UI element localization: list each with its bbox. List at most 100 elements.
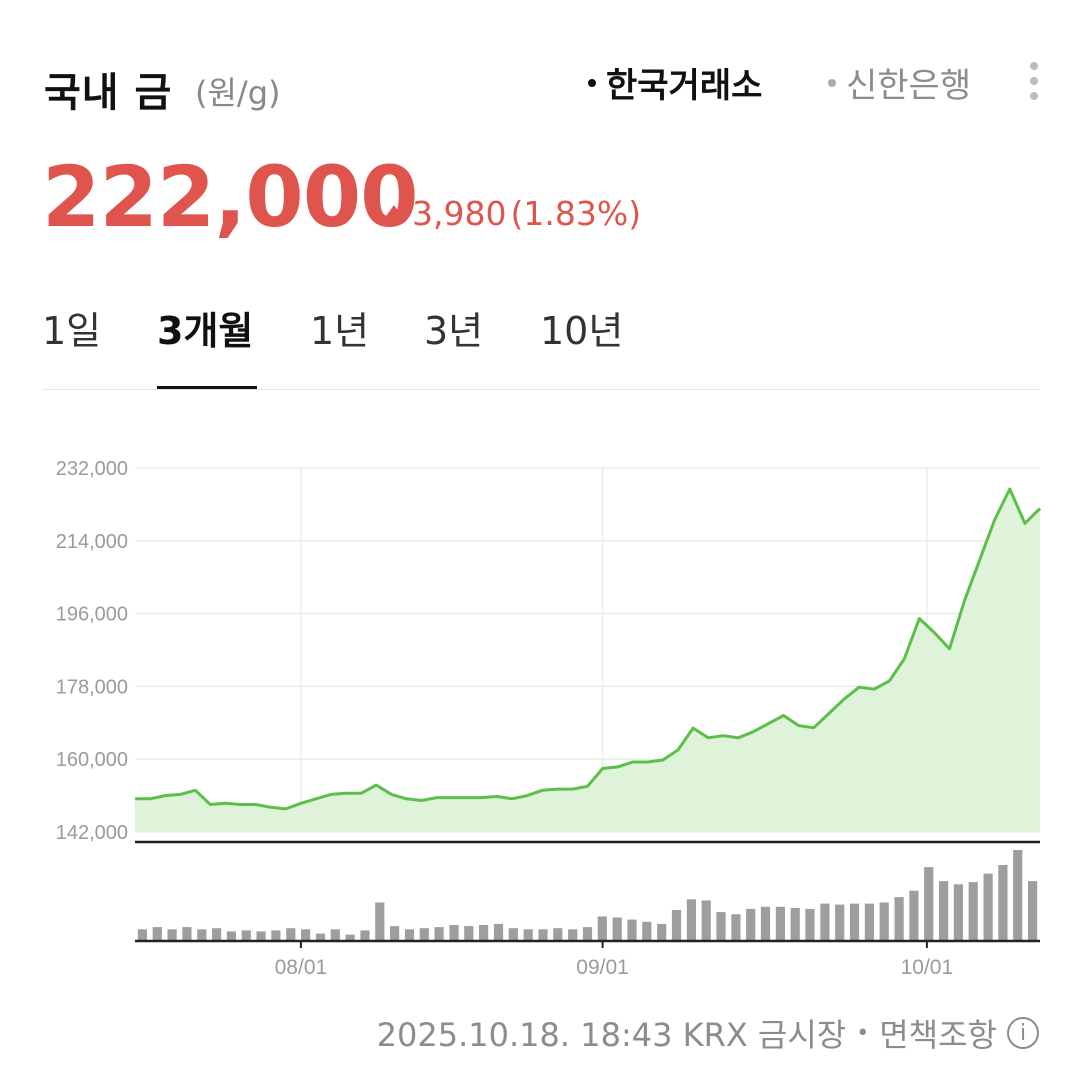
change-percent: (1.83%): [510, 194, 642, 233]
volume-bar: [746, 908, 756, 940]
volume-bar: [642, 921, 652, 940]
footer: 2025.10.18. 18:43 KRX 금시장 • 면책조항 i: [377, 1010, 1039, 1056]
y-tick-label: 214,000: [56, 531, 128, 553]
volume-bar: [686, 899, 696, 940]
y-tick-label: 232,000: [56, 458, 128, 480]
volume-bar: [983, 873, 993, 940]
price-change: 3,980 (1.83%): [384, 194, 641, 233]
change-amount: 3,980: [412, 194, 507, 233]
volume-bar: [241, 930, 251, 940]
volume-bar: [330, 929, 340, 940]
more-options-icon[interactable]: [1030, 62, 1040, 107]
volume-bar: [701, 900, 711, 940]
info-icon[interactable]: i: [1007, 1017, 1039, 1049]
volume-bar: [627, 919, 637, 940]
volume-bar: [390, 926, 400, 940]
volume-bar: [924, 867, 934, 940]
volume-bar: [197, 929, 207, 940]
volume-bar: [968, 882, 978, 940]
volume-bar: [864, 903, 874, 940]
volume-bar: [657, 923, 667, 940]
active-dot-icon: [588, 78, 596, 87]
tab-1y[interactable]: 1년: [310, 309, 370, 353]
tab-10y[interactable]: 10년: [540, 309, 624, 353]
volume-bar: [553, 928, 563, 940]
y-tick-label: 178,000: [56, 676, 128, 698]
volume-bar: [315, 933, 326, 940]
volume-bar: [464, 926, 474, 940]
volume-bar: [449, 925, 459, 940]
active-tab-indicator: [157, 386, 257, 389]
volume-bar: [805, 908, 815, 940]
page-title: 국내 금: [44, 70, 173, 116]
volume-bar: [508, 928, 518, 940]
volume-bar: [345, 934, 355, 940]
source-tab-shinhan[interactable]: 신한은행: [828, 58, 971, 107]
volume-bar: [152, 927, 162, 940]
source-label: 신한은행: [846, 66, 972, 106]
tab-3y[interactable]: 3년: [424, 309, 484, 353]
volume-bar: [301, 929, 311, 940]
tab-3m[interactable]: 3개월: [157, 309, 254, 353]
volume-bar: [479, 925, 489, 940]
source-label: 한국거래소: [606, 66, 763, 106]
volume-bar: [597, 916, 607, 940]
x-tick-label: 09/01: [576, 956, 629, 979]
gold-price-chart[interactable]: 232,000 214,000 196,000 178,000 160,000 142,0…: [0, 0, 1079, 1000]
y-tick-label: 160,000: [56, 749, 128, 771]
volume-bar: [879, 902, 889, 940]
volume-bar: [1028, 881, 1038, 940]
volume-bar: [493, 923, 504, 940]
y-tick-label: 196,000: [56, 604, 128, 626]
x-tick-label: 10/01: [901, 956, 954, 979]
volume-bar: [419, 928, 429, 940]
volume-bar: [271, 930, 281, 940]
unit-label: (원/g): [195, 74, 281, 112]
tab-divider: [42, 389, 1040, 390]
price-line: [135, 487, 1042, 811]
volume-bar: [775, 906, 785, 940]
volume-bar: [849, 903, 860, 940]
period-tabs: 1일 3개월 1년 3년 10년: [0, 300, 1079, 390]
volume-bar: [731, 914, 741, 940]
volume-bar: [909, 890, 919, 940]
volume-bar: [820, 903, 830, 940]
volume-bar: [790, 907, 800, 940]
volume-bar: [375, 902, 385, 940]
volume-bar: [226, 931, 236, 940]
volume-bar: [835, 904, 845, 940]
volume-bar: [212, 928, 222, 940]
x-tick-label: 08/01: [275, 956, 328, 979]
volume-bar: [671, 910, 682, 940]
volume-bar: [256, 931, 266, 940]
inactive-dot-icon: [828, 78, 836, 87]
volume-bar: [568, 929, 578, 940]
up-triangle-icon: [384, 204, 404, 219]
volume-bar: [998, 865, 1008, 940]
timestamp: 2025.10.18. 18:43 KRX 금시장: [376, 1016, 847, 1054]
volume-bar: [182, 927, 192, 940]
volume-bar: [612, 917, 622, 940]
volume-bar: [434, 927, 444, 940]
volume-bar: [523, 929, 533, 940]
price-area: [135, 489, 1040, 832]
volume-bar: [760, 906, 771, 940]
volume-bar: [404, 929, 415, 940]
volume-bar: [894, 897, 904, 940]
separator: •: [856, 1020, 870, 1046]
source-tab-krx[interactable]: 한국거래소: [588, 58, 762, 107]
volume-bar: [582, 927, 593, 940]
volume-bar: [167, 929, 177, 940]
volume-bar: [939, 881, 949, 940]
volume-bar: [1013, 850, 1023, 940]
y-tick-label: 142,000: [56, 822, 128, 844]
current-price: 222,000: [42, 148, 419, 246]
tab-1d[interactable]: 1일: [42, 309, 102, 353]
volume-bar: [538, 929, 548, 940]
volume-bar: [137, 929, 147, 940]
volume-bar: [953, 884, 963, 940]
volume-bar: [360, 930, 370, 940]
volume-bar: [286, 928, 296, 940]
disclaimer-link[interactable]: 면책조항: [879, 1016, 997, 1054]
volume-bar: [716, 912, 726, 940]
